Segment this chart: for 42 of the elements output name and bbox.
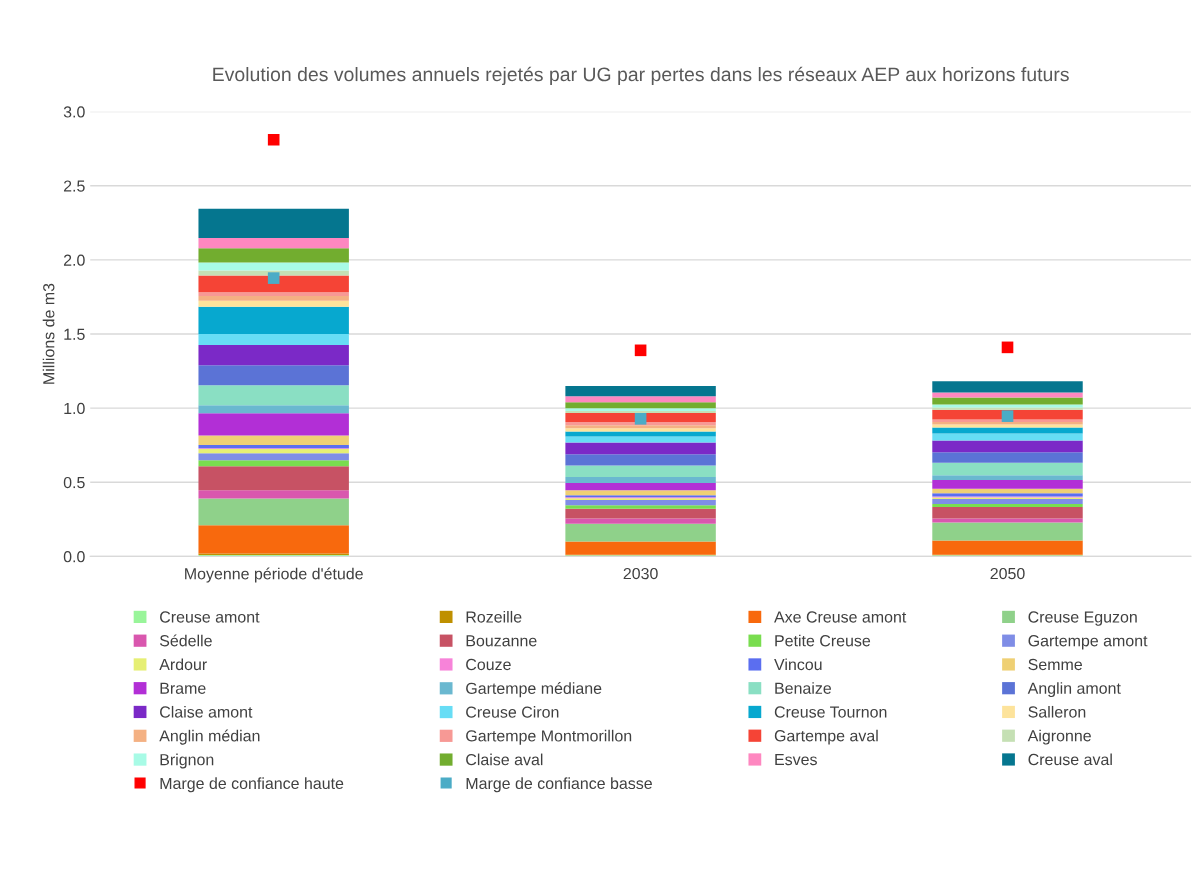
legend-label: Claise aval [466,753,543,766]
legend-label: Esves [775,754,817,766]
legend-label: Aigronne [1027,729,1091,745]
legend-label: Gartempe amont [1028,635,1148,650]
legend-label: Ardour [159,658,207,671]
legend-label: Gartempe Montmorillon [466,729,632,745]
legend-label: Brame [160,682,206,694]
legend-label: Creuse Eguzon [1028,611,1137,626]
x-tick-label: 2030 [623,567,658,580]
legend-label: Salleron [1028,705,1086,718]
legend-label: Petite Creuse [775,634,871,647]
legend-label: Benaize [775,682,832,694]
legend-label: Rozeille [466,610,522,623]
legend-label: Gartempe aval [774,729,878,745]
legend-label: Semme [1028,658,1082,671]
y-tick-label: 3.0 [63,106,85,118]
legend-label: Gartempe médiane [466,682,602,698]
legend-label: Anglin amont [1027,682,1121,698]
legend-label: Claise amont [160,705,253,718]
legend-label: Brignon [160,753,214,769]
legend-label: Creuse aval [1028,753,1112,766]
legend-label: Creuse amont [160,611,260,623]
y-tick-label: 2.0 [63,254,85,266]
y-tick-label: 1.5 [64,328,85,340]
y-tick-label: 0.0 [63,551,85,563]
y-tick-label: 2.5 [63,180,85,192]
legend-label: Marge de confiance basse [466,777,652,793]
chart-title: Evolution des volumes annuels rejetés par UG par pertes dans les réseaux AEP aux horizons futurs [213,66,1069,86]
legend-label: Sédelle [159,634,212,647]
legend-label: Marge de confiance haute [160,777,344,793]
legend-label: Couze [466,658,511,671]
legend-label: Anglin médian [159,729,260,745]
legend-label: Vincou [774,658,822,671]
legend-label: Creuse Tournon [774,706,887,718]
y-tick-label: 1.0 [64,402,85,415]
x-tick-label: 2050 [990,567,1025,580]
y-axis-title: Millions de m3 [42,283,55,384]
legend-label: Axe Creuse amont [774,611,907,623]
legend-label: Creuse Ciron [466,706,559,718]
x-tick-label: Moyenne période d'étude [185,567,363,583]
legend-label: Bouzanne [466,635,537,647]
y-tick-label: 0.5 [63,476,85,489]
